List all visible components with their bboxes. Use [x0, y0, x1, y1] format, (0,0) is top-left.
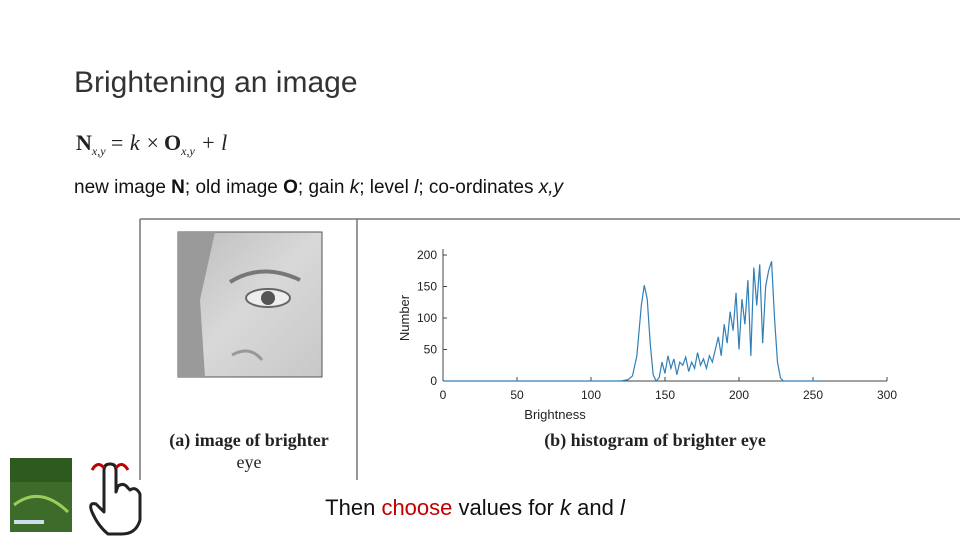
desc-part: N — [171, 177, 185, 198]
desc-part: ; old image — [185, 177, 283, 198]
image-caption: (a) image of brighter — [169, 430, 328, 451]
footer-part: choose — [381, 495, 452, 520]
footer-text: Then choose values for k and l — [325, 495, 626, 520]
desc-part: x,y — [538, 177, 565, 198]
formula-part: x,y — [180, 144, 195, 158]
x-tick-label: 200 — [729, 388, 749, 402]
desc-part: new image — [74, 177, 171, 198]
y-tick-label: 0 — [430, 374, 437, 388]
desc-part: ; level — [359, 177, 414, 198]
x-axis-label: Brightness — [524, 407, 586, 422]
slide-title: Brightening an image — [74, 66, 358, 99]
desc-part: k — [350, 177, 361, 198]
y-axis-label: Number — [397, 294, 412, 341]
formula: Nx,y = k × Ox,y + l — [76, 130, 227, 158]
formula-part: N — [76, 130, 92, 155]
formula-part: = k × — [110, 130, 160, 155]
y-tick-label: 50 — [424, 343, 438, 357]
y-tick-label: 200 — [417, 248, 437, 262]
histogram-line — [443, 261, 821, 383]
footer-part: values for — [452, 495, 560, 520]
desc-part: ; co-ordinates — [418, 177, 538, 198]
desc-part: l — [414, 177, 419, 198]
chart-caption: (b) histogram of brighter eye — [544, 430, 766, 451]
desc-part: ; gain — [298, 177, 350, 198]
histogram: 0 50 100 150 200 250 300 0 50 100 150 200 Brightness… — [397, 248, 897, 451]
eye-image — [177, 231, 323, 378]
footer-part: l — [620, 495, 626, 520]
formula-part: x,y — [91, 144, 106, 158]
y-tick-label: 150 — [417, 280, 437, 294]
y-tick-label: 100 — [417, 311, 437, 325]
x-tick-label: 50 — [510, 388, 524, 402]
hand-icon — [89, 462, 142, 536]
x-tick-label: 250 — [803, 388, 823, 402]
image-caption: eye — [237, 452, 262, 472]
x-tick-label: 0 — [440, 388, 447, 402]
x-tick-label: 150 — [655, 388, 675, 402]
book-cover — [10, 458, 72, 532]
description: new image N; old image O; gain k; level … — [74, 177, 565, 198]
footer-part: Then — [325, 495, 381, 520]
x-tick-label: 300 — [877, 388, 897, 402]
desc-part: O — [283, 177, 298, 198]
formula-part: + l — [201, 130, 227, 155]
footer-part: k — [560, 495, 572, 520]
footer-part: and — [571, 495, 620, 520]
x-tick-label: 100 — [581, 388, 601, 402]
formula-part: O — [164, 130, 181, 155]
